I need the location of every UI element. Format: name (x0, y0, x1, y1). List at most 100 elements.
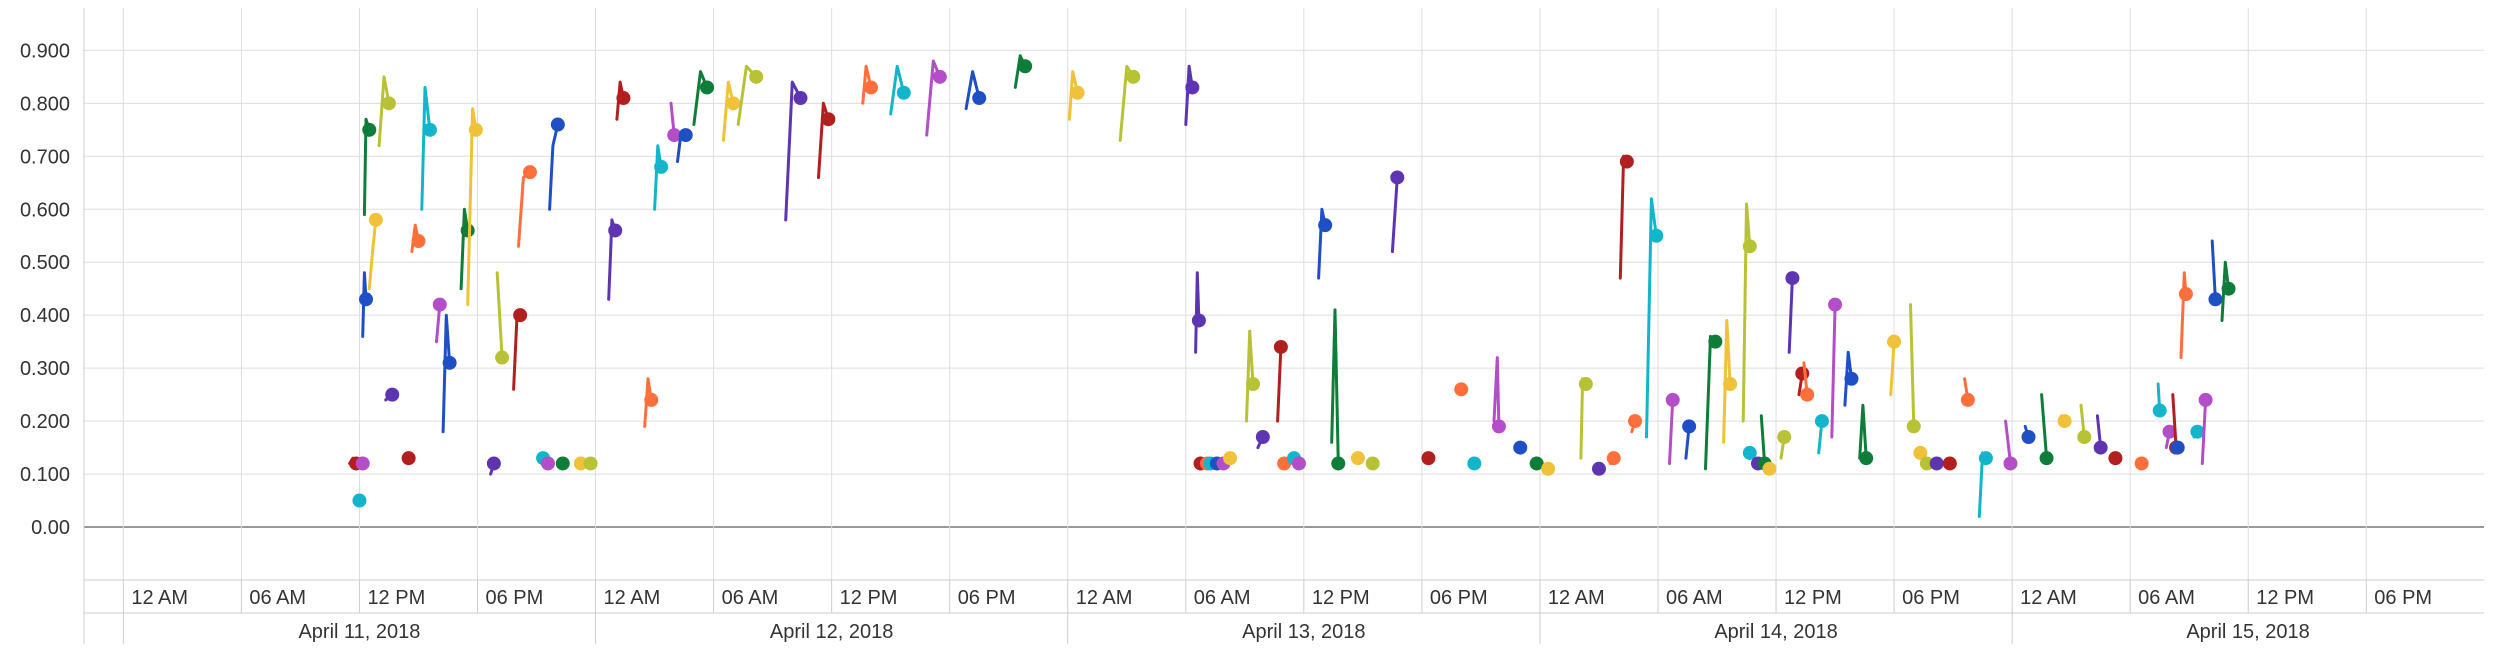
data-series (583, 456, 598, 471)
data-series (573, 456, 588, 471)
data-point (2093, 440, 2108, 455)
data-point (2021, 430, 2036, 444)
data-point (1942, 456, 1957, 471)
data-series (1390, 170, 1405, 254)
series-line (2004, 419, 2012, 465)
data-point (1513, 440, 1528, 455)
data-point (1223, 451, 1238, 466)
y-tick-label: 0.500 (20, 252, 70, 274)
x-tick-label: 06 AM (249, 587, 306, 609)
series-line (1330, 308, 1340, 465)
x-tick-label: 06 PM (1902, 587, 1960, 609)
data-series (362, 117, 377, 217)
data-series (517, 165, 537, 248)
data-point (352, 493, 367, 508)
data-point (381, 96, 396, 111)
data-series (2003, 419, 2018, 471)
series-line (1390, 176, 1399, 254)
data-series (1704, 334, 1723, 471)
grid (83, 8, 2484, 644)
data-point (1665, 392, 1680, 407)
data-series (653, 144, 669, 211)
data-point (1126, 69, 1141, 84)
data-point (2003, 456, 2018, 471)
data-point (1828, 297, 1843, 312)
data-point (972, 91, 987, 106)
series-line (1909, 303, 1916, 428)
data-series (692, 70, 715, 126)
data-series (1454, 382, 1469, 397)
series-line (721, 80, 735, 142)
data-series (1529, 456, 1544, 471)
series-line (420, 85, 432, 211)
x-tick-label: 12 AM (131, 587, 188, 609)
series-line (1741, 202, 1752, 423)
y-tick-label: 0.400 (20, 305, 70, 327)
y-tick-label: 0.200 (20, 411, 70, 433)
series-line (1668, 398, 1675, 465)
data-series (1467, 456, 1482, 471)
data-point (1578, 377, 1593, 392)
data-series (1741, 202, 1757, 423)
data-series (1762, 461, 1777, 476)
series-line (2210, 239, 2217, 301)
data-series (2021, 424, 2036, 444)
series-line (1889, 340, 1896, 397)
series-line (861, 64, 873, 105)
data-series (2220, 260, 2236, 322)
series-line (1830, 303, 1837, 439)
data-point (1785, 271, 1800, 286)
data-series (1919, 456, 1934, 471)
data-point (583, 456, 598, 471)
data-point (1191, 313, 1206, 328)
series-line (889, 64, 906, 116)
data-series (861, 64, 878, 105)
data-series (420, 85, 437, 211)
data-series (1350, 451, 1365, 466)
data-point (749, 69, 764, 84)
data-point (1365, 456, 1380, 471)
data-series (1255, 430, 1270, 450)
data-series (1273, 339, 1288, 423)
data-point (495, 350, 510, 365)
data-point (522, 165, 537, 180)
data-point (1742, 239, 1757, 254)
data-series (667, 101, 682, 143)
data-point (442, 355, 457, 370)
data-series (540, 456, 555, 471)
series-line (377, 75, 391, 148)
data-series (548, 117, 565, 211)
data-point (555, 456, 570, 471)
series-line (1184, 64, 1194, 126)
series-line (466, 107, 478, 307)
series-line (1645, 197, 1658, 439)
data-point (2221, 281, 2236, 296)
data-point (1619, 154, 1634, 169)
data-point (616, 91, 631, 106)
data-point (1318, 218, 1333, 233)
data-point (573, 456, 588, 471)
data-series (1906, 303, 1921, 434)
series-line (653, 144, 663, 211)
y-tick-label: 0.00 (31, 517, 70, 539)
data-series (2190, 424, 2205, 439)
data-point (863, 80, 878, 95)
data-point (401, 451, 416, 466)
data-series (1628, 414, 1643, 434)
data-point (2039, 451, 2054, 466)
data-point (460, 223, 475, 238)
data-series (384, 387, 400, 402)
data-series (676, 128, 693, 164)
data-series (1645, 197, 1664, 439)
data-point (1960, 392, 1975, 407)
data-point (1682, 419, 1697, 434)
y-tick-label: 0.800 (20, 93, 70, 115)
data-point (1795, 366, 1810, 381)
series-line (2179, 271, 2188, 360)
data-point (486, 456, 501, 471)
data-series (1814, 414, 1829, 455)
data-point (540, 456, 555, 471)
data-point (896, 85, 911, 100)
data-series (1067, 70, 1085, 121)
series-line (367, 218, 378, 291)
